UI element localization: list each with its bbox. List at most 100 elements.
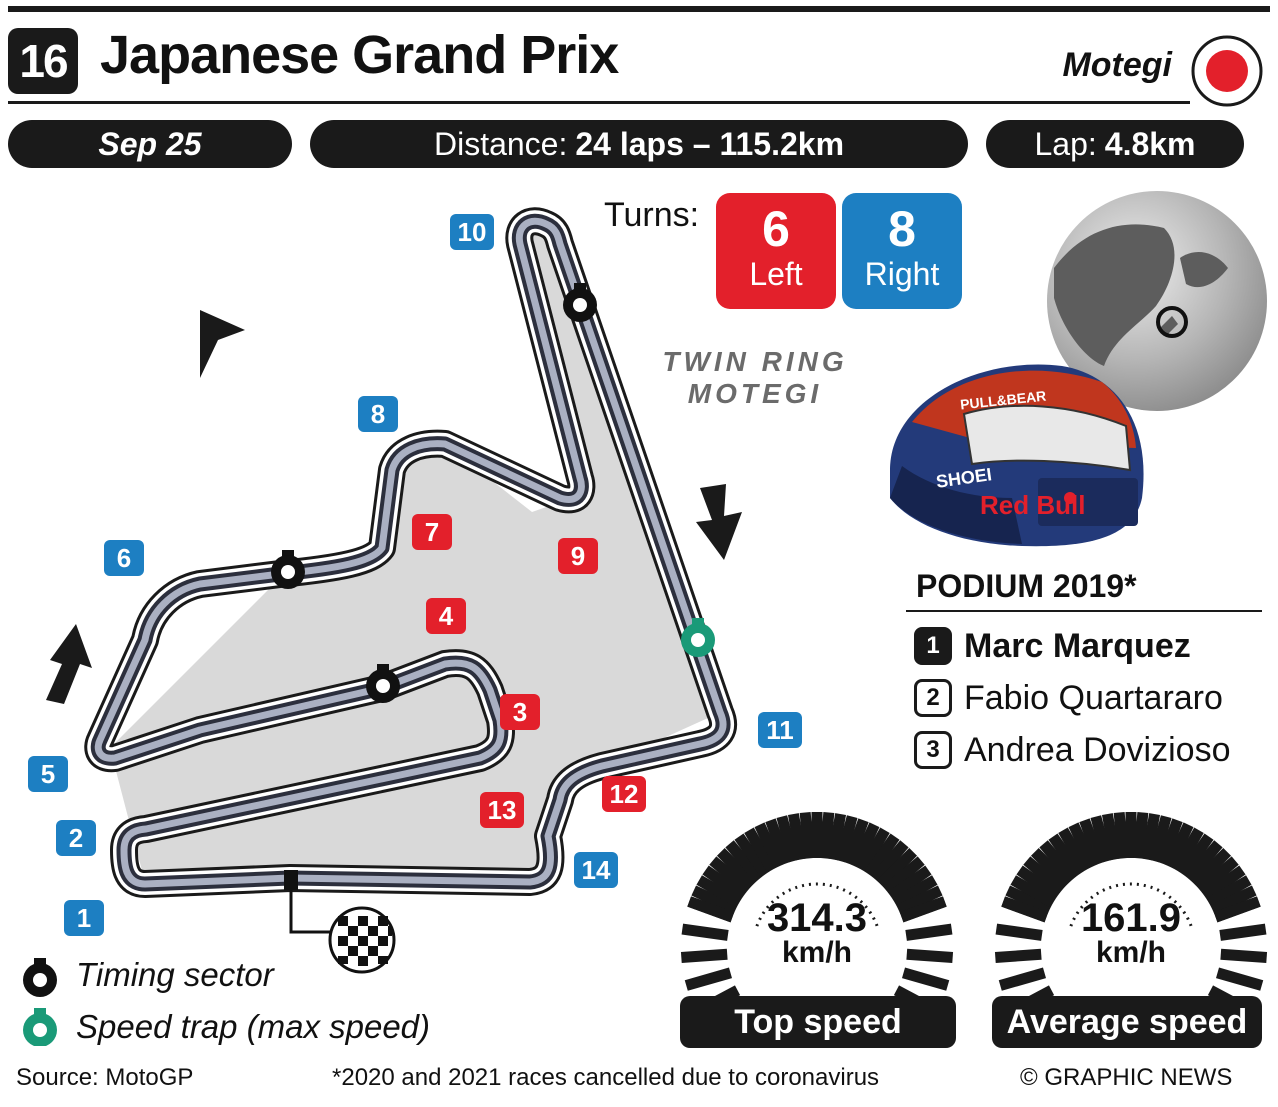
gauge-tick bbox=[1184, 840, 1223, 883]
circuit-name-line2: MOTEGI bbox=[687, 378, 823, 409]
gauge-tick bbox=[1010, 875, 1056, 908]
gauge-tick bbox=[1190, 847, 1232, 889]
average-speed-value: 161.9 bbox=[1080, 896, 1182, 940]
gauge-tick bbox=[1207, 985, 1241, 1000]
gauge-tick bbox=[1156, 818, 1183, 866]
gauge-tick bbox=[1001, 896, 1049, 923]
gauge-tick bbox=[827, 813, 847, 861]
gauge-tick bbox=[1196, 856, 1239, 895]
distance-value: 24 laps – 115.2km bbox=[575, 125, 845, 162]
gauge-tick bbox=[744, 827, 777, 873]
gauge-tick bbox=[1101, 813, 1121, 861]
average-speed-label: Average speed bbox=[992, 996, 1262, 1048]
gauge-tick bbox=[1039, 840, 1078, 883]
venue-name: Motegi bbox=[1062, 46, 1172, 84]
distance-label: Distance: bbox=[433, 125, 568, 162]
lap-value: 4.8km bbox=[1104, 125, 1196, 162]
start-finish-line bbox=[284, 870, 298, 890]
gauge-tick bbox=[1148, 815, 1172, 863]
podium-position: 2 bbox=[914, 679, 952, 717]
helmet-illustration bbox=[890, 364, 1144, 547]
circuit-name: TWIN RING MOTEGI bbox=[640, 346, 870, 410]
gauge-tick bbox=[1164, 822, 1194, 869]
gauge-tick bbox=[799, 812, 815, 859]
gauge-tick bbox=[870, 840, 909, 883]
gauge-tick bbox=[707, 985, 741, 1000]
gauge-tick bbox=[887, 865, 932, 901]
corner-badge-right: 1 bbox=[64, 900, 104, 936]
source-credit: Source: MotoGP bbox=[16, 1064, 194, 1091]
gauge-tick bbox=[892, 875, 938, 908]
corner-badge-right: 5 bbox=[28, 756, 68, 792]
gauge-inner-ring bbox=[1069, 882, 1193, 927]
gauge-tick bbox=[1219, 923, 1267, 941]
distance-pill: Distance: 24 laps – 115.2km bbox=[310, 120, 968, 168]
top-rule bbox=[8, 6, 1270, 12]
podium-row: 1 Marc Marquez bbox=[914, 624, 1191, 668]
gauge-tick bbox=[1023, 856, 1066, 895]
gauge-tick bbox=[842, 818, 869, 866]
podium-position: 3 bbox=[914, 731, 952, 769]
speed-trap-icon bbox=[681, 618, 715, 657]
gauge-tick bbox=[787, 813, 807, 861]
turns-label: Turns: bbox=[604, 196, 700, 234]
gauge-tick bbox=[876, 847, 918, 889]
gauge-tick bbox=[882, 856, 925, 895]
gauge-tick bbox=[1171, 827, 1204, 873]
timing-sector-icon bbox=[563, 283, 597, 322]
gauge-tick bbox=[1016, 865, 1061, 901]
corner-badge-right: 6 bbox=[104, 540, 144, 576]
gauge-tick bbox=[1210, 885, 1257, 915]
gauge-tick bbox=[776, 815, 800, 863]
direction-arrow-icon bbox=[200, 310, 245, 378]
corner-badge-left: 13 bbox=[480, 792, 524, 828]
gauge-tick bbox=[765, 818, 792, 866]
corner-badge-left: 3 bbox=[500, 694, 540, 730]
timing-sector-icon bbox=[23, 958, 57, 997]
page-title: Japanese Grand Prix bbox=[100, 25, 619, 85]
gauge-tick bbox=[995, 923, 1043, 941]
round-number-badge: 16 bbox=[8, 28, 78, 94]
timing-sector-icon bbox=[366, 664, 400, 703]
podium-position: 1 bbox=[914, 627, 952, 665]
gauge-tick bbox=[1133, 812, 1149, 859]
gauge-tick bbox=[998, 967, 1047, 991]
gauge-tick bbox=[702, 865, 747, 901]
gauge-tick bbox=[1206, 875, 1252, 908]
gauge-tick bbox=[893, 985, 927, 1000]
podium-title: PODIUM 2019* bbox=[916, 568, 1137, 604]
gauge-tick bbox=[1178, 833, 1214, 878]
race-date: Sep 25 bbox=[98, 125, 202, 162]
corner-badge-left: 9 bbox=[558, 538, 598, 574]
chequered-flag-icon bbox=[328, 906, 396, 974]
direction-arrow-icon bbox=[46, 624, 92, 704]
gauge-tick bbox=[1005, 885, 1052, 915]
gauge-tick bbox=[864, 833, 900, 878]
japan-flag-icon bbox=[1191, 35, 1263, 107]
podium-row: 3 Andrea Dovizioso bbox=[914, 728, 1230, 772]
gauge-tick bbox=[896, 885, 943, 915]
corner-badge-left: 4 bbox=[426, 598, 466, 634]
gauge-tick bbox=[681, 923, 729, 941]
gauge-tick bbox=[834, 815, 858, 863]
gauge-tick bbox=[1090, 815, 1114, 863]
gauge-tick bbox=[901, 967, 950, 991]
corner-badge-left: 12 bbox=[602, 776, 646, 812]
gauge-tick bbox=[1079, 818, 1106, 866]
globe-icon bbox=[1047, 191, 1267, 411]
gauge-tick bbox=[819, 812, 835, 859]
corner-badge-right: 10 bbox=[450, 214, 494, 250]
gauge-tick bbox=[905, 923, 953, 941]
gauge-tick bbox=[1213, 896, 1261, 923]
gauge-tick bbox=[691, 885, 738, 915]
gauge-tick bbox=[687, 896, 735, 923]
copyright: © GRAPHIC NEWS bbox=[1020, 1064, 1233, 1091]
gauge-tick bbox=[1201, 865, 1246, 901]
left-turns-label: Left bbox=[749, 256, 803, 292]
podium-rider: Andrea Dovizioso bbox=[964, 730, 1231, 769]
gauge-tick bbox=[1030, 847, 1072, 889]
circuit-name-line1: TWIN RING bbox=[662, 346, 848, 377]
right-turns-box: 8 Right bbox=[842, 193, 962, 309]
gauge-tick bbox=[1215, 967, 1264, 991]
